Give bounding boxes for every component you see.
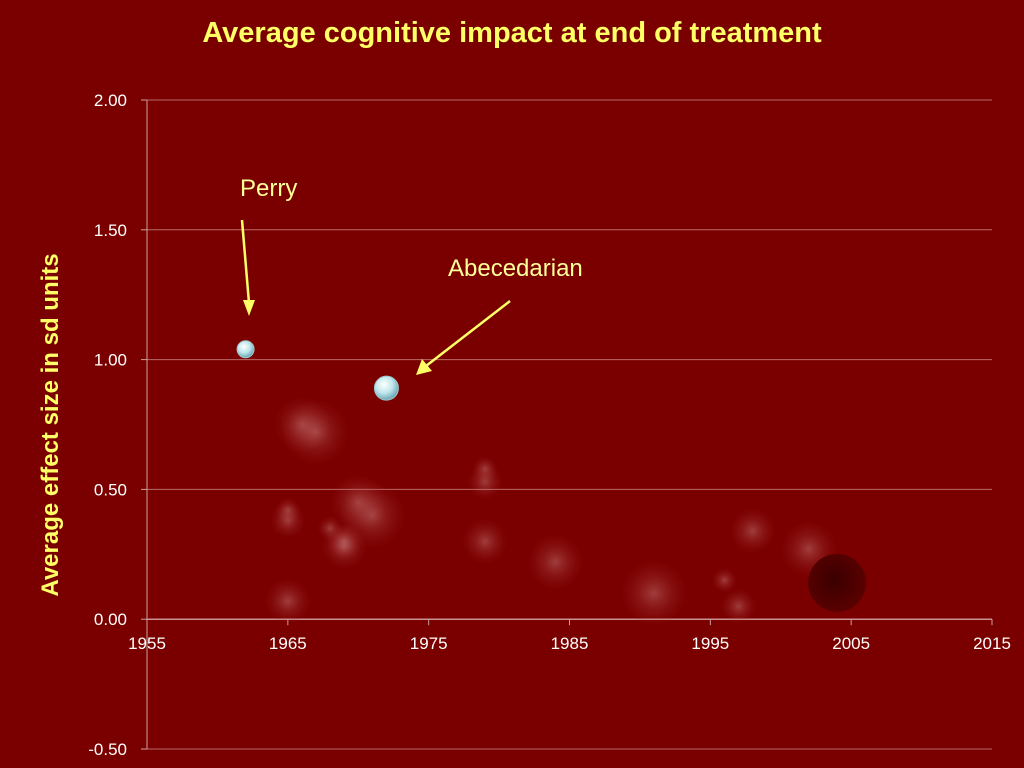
perry-label: Perry [240, 175, 297, 202]
y-tick-labels: 2.00 1.50 1.00 0.50 0.00 -0.50 [88, 91, 127, 759]
faded-point-17 [730, 508, 775, 553]
highlighted-points [236, 340, 399, 401]
faded-point-9 [340, 483, 405, 548]
point-perry [236, 340, 255, 359]
faded-point-12 [463, 519, 507, 564]
dark-points [808, 553, 867, 612]
faded-point-4 [284, 400, 348, 465]
y-tick-label-4: 0.00 [94, 610, 127, 629]
y-tick-label-1: 1.50 [94, 221, 127, 240]
faded-point-11 [468, 464, 502, 499]
faded-point-13 [528, 535, 583, 590]
point-abecedarian [373, 375, 399, 401]
x-tick-label-0: 1955 [128, 634, 166, 653]
faded-point-2 [265, 579, 310, 624]
y-tick-label-2: 1.00 [94, 351, 127, 370]
x-tick-labels: 1955 1965 1975 1985 1995 2005 2015 [128, 634, 1011, 653]
x-tick-label-6: 2015 [973, 634, 1011, 653]
y-tick-label-3: 0.50 [94, 480, 127, 499]
abecedarian-label: Abecedarian [448, 255, 583, 282]
faded-point-14 [622, 561, 686, 626]
x-tick-label-2: 1975 [410, 634, 448, 653]
abecedarian-arrow [416, 300, 511, 375]
x-tick-label-3: 1985 [551, 634, 589, 653]
faded-points [265, 397, 836, 626]
x-tick-label-4: 1995 [691, 634, 729, 653]
faded-point-16 [721, 589, 756, 624]
x-tick-label-5: 2005 [832, 634, 870, 653]
faded-point-1 [270, 503, 305, 538]
perry-arrow [240, 219, 255, 316]
x-tick-label-1: 1965 [269, 634, 307, 653]
dark-point-0 [808, 553, 867, 612]
chart-title: Average cognitive impact at end of treat… [202, 17, 822, 49]
faded-point-15 [712, 568, 737, 593]
y-axis-label: Average effect size in sd units [37, 253, 64, 596]
y-tick-label-5: -0.50 [88, 740, 127, 759]
y-tick-label-0: 2.00 [94, 91, 127, 110]
